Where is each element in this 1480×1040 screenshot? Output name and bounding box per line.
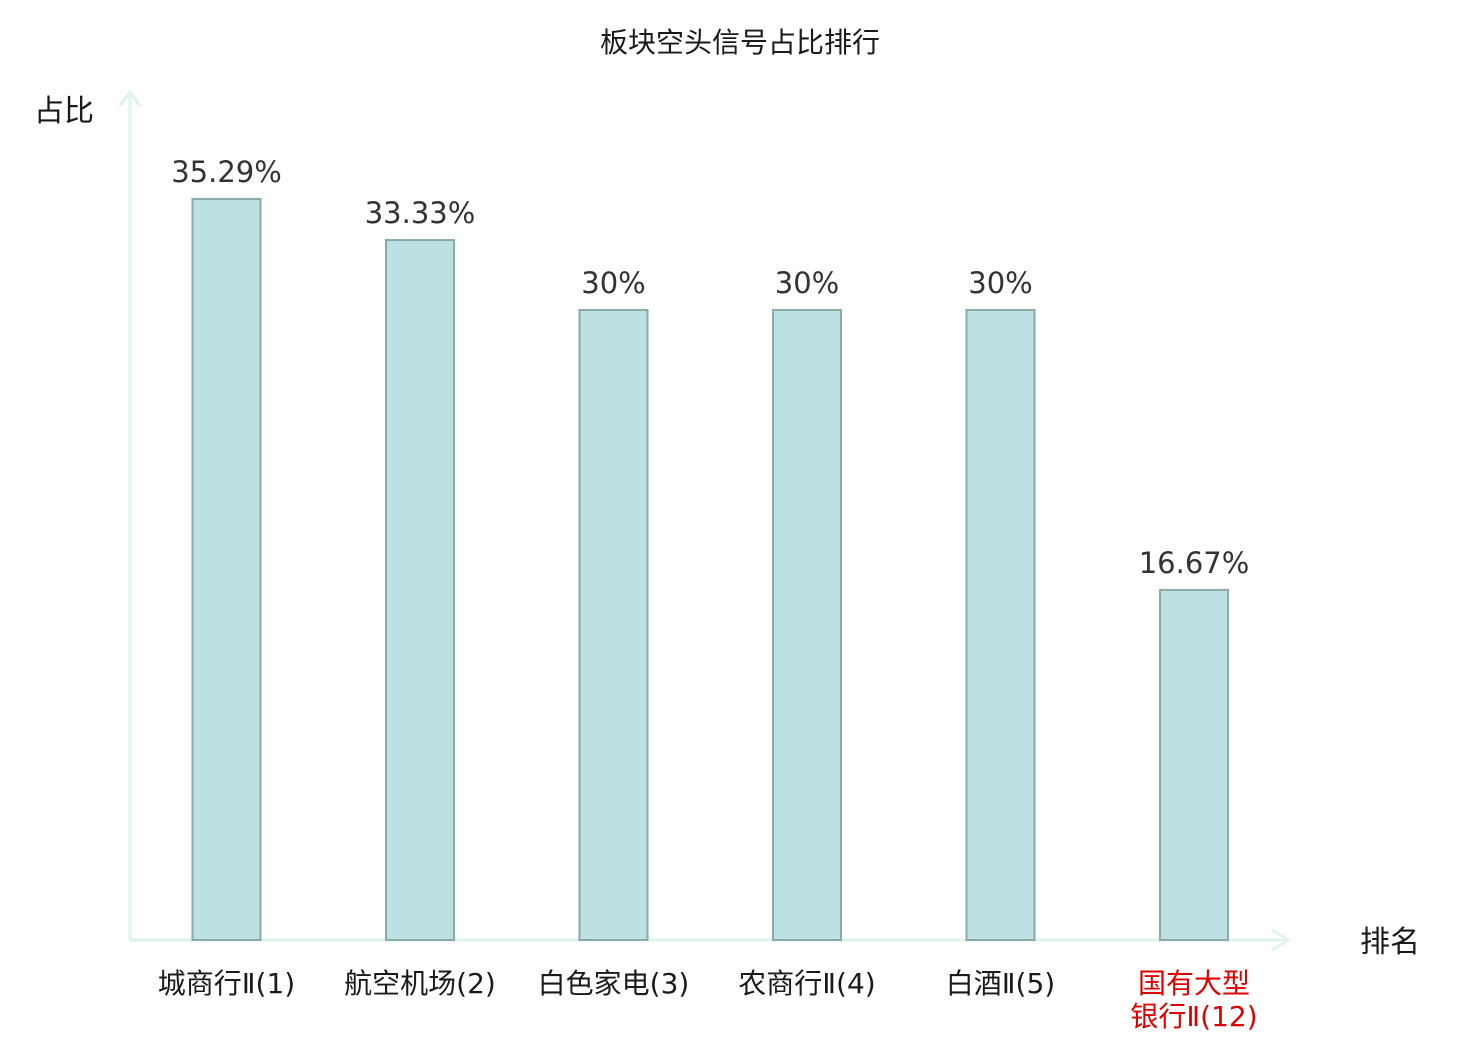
value-label-6: 16.67%	[1139, 546, 1250, 580]
bar-1	[191, 197, 262, 942]
tick-label-4: 农商行Ⅱ(4)	[738, 967, 875, 1000]
x-axis	[130, 928, 1291, 952]
x-axis-label: 排名	[1360, 925, 1420, 960]
tick-label-5: 白酒Ⅱ(5)	[946, 967, 1055, 1000]
bar-5	[965, 309, 1036, 941]
tick-label-6-line-2: 银行Ⅱ(12)	[1130, 1000, 1257, 1033]
bar-3	[578, 309, 649, 941]
value-label-1: 35.29%	[171, 155, 282, 189]
value-label-5: 30%	[968, 266, 1032, 300]
tick-label-6-line-1: 国有大型	[1138, 967, 1250, 1000]
value-label-3: 30%	[581, 266, 645, 300]
bar-2	[385, 239, 455, 941]
tick-label-1: 城商行Ⅱ(1)	[158, 967, 295, 1000]
y-axis	[118, 89, 142, 940]
value-label-4: 30%	[775, 266, 839, 300]
value-labels-group: 35.29% 33.33% 30% 30% 30% 16.67%	[171, 155, 1249, 580]
bars-group	[191, 197, 1229, 942]
bar-6	[1159, 588, 1229, 941]
bar-4	[772, 309, 842, 941]
tick-label-2: 航空机场(2)	[344, 967, 496, 1000]
chart-title: 板块空头信号占比排行	[600, 26, 880, 59]
tick-labels-group: 城商行Ⅱ(1) 航空机场(2) 白色家电(3) 农商行Ⅱ(4) 白酒Ⅱ(5) 国有大型银行…	[158, 967, 1258, 1033]
tick-label-3: 白色家电(3)	[538, 967, 690, 1000]
y-axis-label: 占比	[34, 94, 94, 129]
value-label-2: 33.33%	[365, 196, 476, 230]
